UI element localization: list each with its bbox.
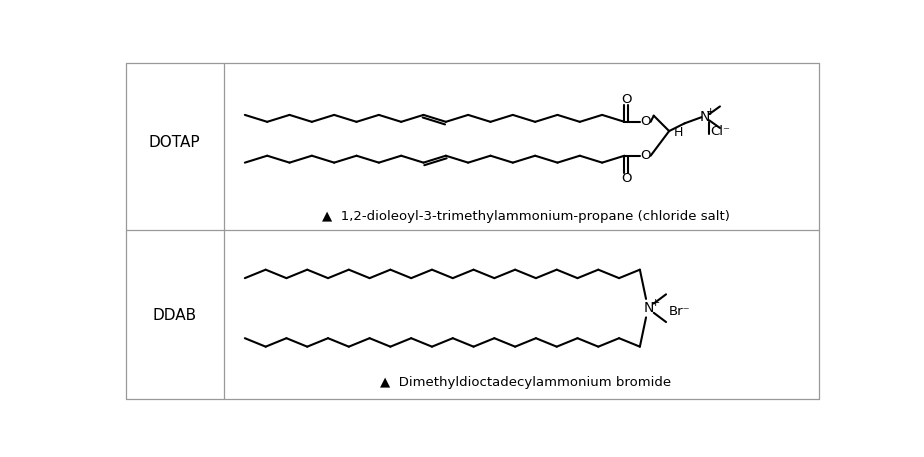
Text: O: O — [640, 115, 650, 128]
Text: H: H — [674, 126, 683, 139]
Text: ▲  Dimethyldioctadecylammonium bromide: ▲ Dimethyldioctadecylammonium bromide — [381, 377, 672, 389]
Text: Br⁻: Br⁻ — [669, 305, 691, 318]
Text: ▲  1,2-dioleoyl-3-trimethylammonium-propane (chloride salt): ▲ 1,2-dioleoyl-3-trimethylammonium-propa… — [322, 210, 730, 223]
Text: +: + — [706, 107, 715, 117]
Text: DOTAP: DOTAP — [149, 135, 201, 150]
Text: Cl⁻: Cl⁻ — [711, 125, 731, 138]
Text: DDAB: DDAB — [152, 308, 197, 323]
Text: O: O — [621, 93, 631, 106]
Text: O: O — [640, 149, 650, 162]
Text: N: N — [699, 110, 710, 124]
Text: +: + — [650, 298, 660, 308]
Text: O: O — [621, 171, 631, 185]
Text: N: N — [644, 301, 654, 315]
